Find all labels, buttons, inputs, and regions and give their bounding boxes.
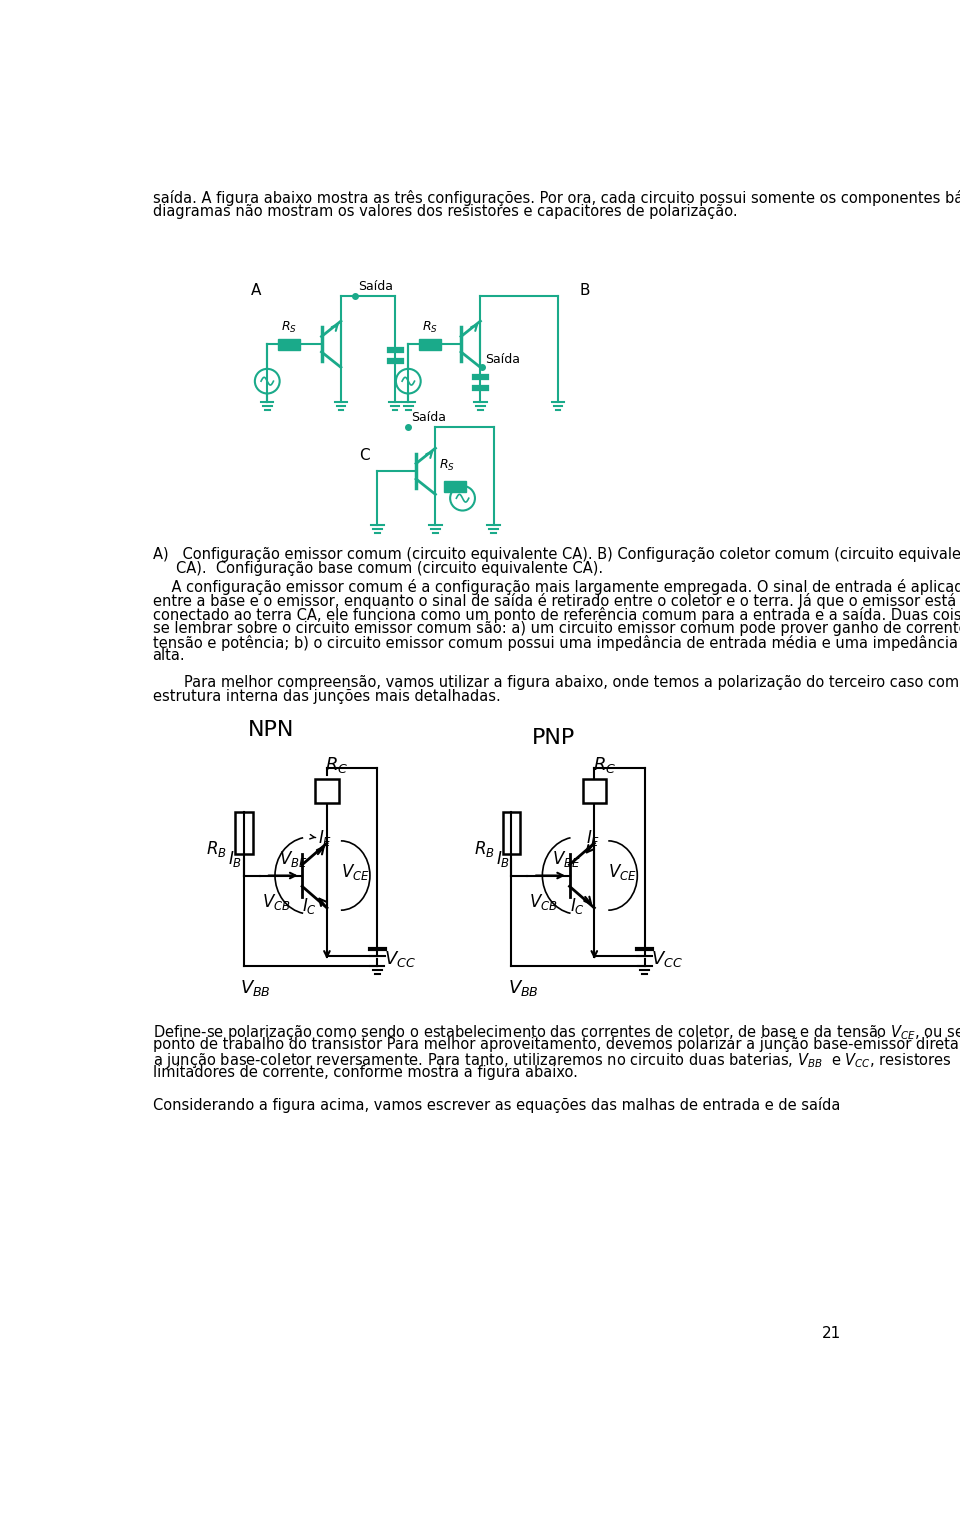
Text: $V_{BB}$: $V_{BB}$ [508, 978, 539, 998]
Text: A)   Configuração emissor comum (circuito equivalente CA). B) Configuração colet: A) Configuração emissor comum (circuito … [153, 546, 960, 561]
Text: $V_{CB}$: $V_{CB}$ [529, 893, 558, 913]
Text: conectado ao terra CA, ele funciona como um ponto de referência comum para a ent: conectado ao terra CA, ele funciona como… [153, 607, 960, 622]
Text: $R_S$: $R_S$ [440, 458, 455, 473]
Text: $I_B$: $I_B$ [228, 849, 243, 870]
Text: $R_B$: $R_B$ [206, 838, 227, 858]
Bar [503, 812, 520, 855]
Text: $R_C$: $R_C$ [325, 756, 348, 776]
Bar [583, 779, 606, 803]
Text: Saída: Saída [358, 280, 393, 294]
Text: $V_{BE}$: $V_{BE}$ [552, 849, 581, 868]
Text: A: A [251, 283, 261, 298]
Text: $V_{CC}$: $V_{CC}$ [383, 949, 416, 969]
Text: a junção base-coletor reversamente. Para tanto, utilizaremos no circuito duas ba: a junção base-coletor reversamente. Para… [153, 1051, 951, 1071]
Bar [278, 339, 300, 350]
Text: C: C [359, 449, 370, 464]
Text: $V_{BE}$: $V_{BE}$ [278, 849, 307, 868]
Text: $V_{CE}$: $V_{CE}$ [341, 862, 370, 882]
Text: $V_{BB}$: $V_{BB}$ [240, 978, 271, 998]
Text: 21: 21 [822, 1326, 841, 1342]
Text: tensão e potência; b) o circuito emissor comum possui uma impedância de entrada : tensão e potência; b) o circuito emissor… [153, 634, 960, 651]
Text: $I_E$: $I_E$ [586, 827, 600, 847]
Text: Saída: Saída [412, 411, 446, 424]
Text: $I_E$: $I_E$ [319, 827, 332, 847]
Bar [235, 812, 252, 855]
Text: Define-se polarização como sendo o estabelecimento das correntes de coletor, de : Define-se polarização como sendo o estab… [153, 1024, 960, 1042]
Text: $R_S$: $R_S$ [281, 319, 297, 335]
Text: A configuração emissor comum é a configuração mais largamente empregada. O sinal: A configuração emissor comum é a configu… [153, 580, 960, 595]
Text: $V_{CB}$: $V_{CB}$ [262, 893, 291, 913]
Bar [420, 339, 441, 350]
Text: estrutura interna das junções mais detalhadas.: estrutura interna das junções mais detal… [153, 689, 500, 704]
Text: Saída: Saída [485, 353, 520, 365]
Text: CA).  Configuração base comum (circuito equivalente CA).: CA). Configuração base comum (circuito e… [176, 561, 603, 575]
Text: $V_{CC}$: $V_{CC}$ [651, 949, 683, 969]
Text: alta.: alta. [153, 648, 185, 663]
Text: saída. A figura abaixo mostra as três configurações. Por ora, cada circuito poss: saída. A figura abaixo mostra as três co… [153, 190, 960, 207]
Text: B: B [580, 283, 590, 298]
Bar [444, 481, 466, 493]
Text: $I_C$: $I_C$ [302, 896, 318, 916]
Text: NPN: NPN [248, 719, 295, 741]
Text: se lembrar sobre o circuito emissor comum são: a) um circuito emissor comum pode: se lembrar sobre o circuito emissor comu… [153, 621, 960, 636]
Text: Para melhor compreensão, vamos utilizar a figura abaixo, onde temos a polarizaçã: Para melhor compreensão, vamos utilizar … [183, 675, 960, 691]
Bar [315, 779, 339, 803]
Text: $R_B$: $R_B$ [473, 838, 494, 858]
Text: ponto de trabalho do transistor Para melhor aproveitamento, devemos polarizar a : ponto de trabalho do transistor Para mel… [153, 1037, 960, 1053]
Text: diagramas não mostram os valores dos resistores e capacitores de polarização.: diagramas não mostram os valores dos res… [153, 204, 737, 219]
Text: $V_{CE}$: $V_{CE}$ [609, 862, 637, 882]
Text: $R_C$: $R_C$ [592, 756, 616, 776]
Text: entre a base e o emissor, enquanto o sinal de saída é retirado entre o coletor e: entre a base e o emissor, enquanto o sin… [153, 593, 956, 608]
Text: $I_B$: $I_B$ [495, 849, 510, 870]
Text: PNP: PNP [533, 727, 576, 748]
Text: limitadores de corrente, conforme mostra a figura abaixo.: limitadores de corrente, conforme mostra… [153, 1065, 577, 1080]
Text: $I_C$: $I_C$ [569, 896, 585, 916]
Text: Considerando a figura acima, vamos escrever as equações das malhas de entrada e : Considerando a figura acima, vamos escre… [153, 1097, 840, 1112]
Text: $R_S$: $R_S$ [422, 319, 438, 335]
